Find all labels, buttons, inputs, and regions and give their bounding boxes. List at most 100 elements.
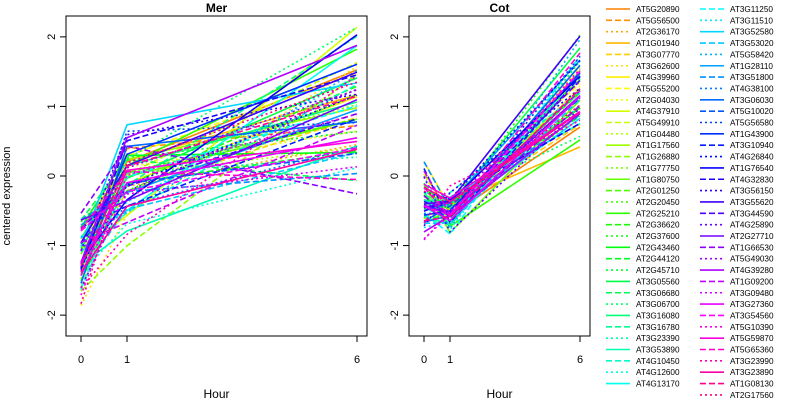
series-line <box>80 44 358 263</box>
series-line <box>423 79 581 214</box>
legend-label: AT1G26880 <box>636 153 680 162</box>
x-axis-label: Hour <box>203 387 229 400</box>
legend-label: AT3G06680 <box>636 289 680 298</box>
legend-label: AT3G06030 <box>730 96 774 105</box>
y-tick-label: 2 <box>46 34 58 40</box>
series-line <box>423 97 581 222</box>
legend-label: AT1G04480 <box>636 130 680 139</box>
series-line <box>80 170 358 230</box>
series-line <box>423 92 581 205</box>
legend-label: AT1G08130 <box>730 380 774 389</box>
legend-label: AT2G25210 <box>636 209 680 218</box>
panels: Mer 0 1 6 Hour -2 -1 0 1 2 Cot 0 1 6 Hour -2 -1 0 1 2 <box>46 1 591 400</box>
legend-label: AT3G06700 <box>636 300 680 309</box>
series-line <box>80 116 358 271</box>
series-line <box>423 89 581 219</box>
series-line <box>80 63 358 265</box>
legend-label: AT5G49910 <box>636 119 680 128</box>
series-line <box>80 81 358 304</box>
legend-label: AT1G43900 <box>730 130 774 139</box>
legend-label: AT2G45710 <box>636 266 680 275</box>
panel-title: Mer <box>206 1 228 15</box>
y-tick-label: -2 <box>389 310 401 320</box>
y-tick-label: -1 <box>389 241 401 251</box>
legend-label: AT2G01250 <box>636 187 680 196</box>
series-line <box>80 35 358 276</box>
legend-label: AT3G53890 <box>636 346 680 355</box>
y-tick-label: 1 <box>46 103 58 109</box>
legend-label: AT5G49030 <box>730 255 774 264</box>
legend-label: AT3G23990 <box>730 357 774 366</box>
legend-label: AT2G36620 <box>636 221 680 230</box>
legend-label: AT1G17560 <box>636 141 680 150</box>
series-line <box>80 166 358 272</box>
series-line <box>423 68 581 240</box>
legend-label: AT3G56150 <box>730 187 774 196</box>
panel-mer: Mer 0 1 6 Hour -2 -1 0 1 2 <box>46 1 368 400</box>
legend-label: AT4G25890 <box>730 221 774 230</box>
y-tick-label: 1 <box>389 103 401 109</box>
legend-label: AT3G54560 <box>730 311 774 320</box>
legend-label: AT3G16080 <box>636 311 680 320</box>
legend-label: AT4G38100 <box>730 84 774 93</box>
legend-label: AT4G39960 <box>636 73 680 82</box>
series-line <box>80 98 358 221</box>
series-line <box>80 82 358 247</box>
legend: AT5G20890 AT5G56500 AT2G36170 AT1G01940 AT3G… <box>606 5 774 400</box>
x-tick-label: 0 <box>421 354 427 366</box>
series-line <box>423 76 581 224</box>
legend-label: AT3G09480 <box>730 289 774 298</box>
legend-label: AT5G65360 <box>730 346 774 355</box>
series-line <box>423 119 581 224</box>
series-line <box>80 140 358 276</box>
legend-label: AT5G56580 <box>730 119 774 128</box>
y-tick-label: -1 <box>46 241 58 251</box>
series-line <box>80 89 358 252</box>
series-line <box>423 111 581 203</box>
series-line <box>80 151 358 273</box>
legend-label: AT5G20890 <box>636 5 680 14</box>
legend-label: AT1G76540 <box>730 164 774 173</box>
legend-label: AT1G28110 <box>730 62 773 71</box>
legend-label: AT3G07770 <box>636 50 680 59</box>
series-line <box>423 115 581 203</box>
series-line <box>423 39 581 231</box>
series-line <box>80 146 358 251</box>
legend-label: AT2G04030 <box>636 96 680 105</box>
series-line <box>80 147 358 232</box>
series-line <box>80 144 358 239</box>
legend-label: AT3G10940 <box>730 141 774 150</box>
series-line <box>423 80 581 208</box>
series-line <box>80 95 358 267</box>
legend-label: AT5G58420 <box>730 50 774 59</box>
series-line <box>80 124 358 244</box>
legend-label: AT4G12600 <box>636 368 680 377</box>
legend-label: AT3G55620 <box>730 198 774 207</box>
legend-label: AT1G09200 <box>730 277 774 286</box>
legend-label: AT4G26840 <box>730 153 774 162</box>
series-line <box>423 107 581 234</box>
series-line <box>80 74 358 289</box>
legend-label: AT1G66530 <box>730 243 774 252</box>
legend-label: AT5G55200 <box>636 84 680 93</box>
legend-label: AT3G27360 <box>730 300 774 309</box>
legend-label: AT3G51800 <box>730 73 774 82</box>
legend-label: AT1G01940 <box>636 39 680 48</box>
legend-label: AT2G20450 <box>636 198 680 207</box>
legend-label: AT2G37600 <box>636 232 680 241</box>
series-line <box>80 73 358 292</box>
series-lines <box>80 26 358 306</box>
y-tick-label: -2 <box>46 310 58 320</box>
x-tick-label: 6 <box>354 354 360 366</box>
legend-label: AT2G43460 <box>636 243 680 252</box>
legend-label: AT3G52580 <box>730 28 774 37</box>
series-line <box>80 148 358 273</box>
x-tick-label: 1 <box>124 354 130 366</box>
x-tick-label: 0 <box>78 354 84 366</box>
series-line <box>423 92 581 206</box>
series-line <box>423 88 581 222</box>
y-tick-label: 2 <box>389 34 401 40</box>
legend-label: AT5G56500 <box>636 16 680 25</box>
legend-label: AT1G80750 <box>636 175 680 184</box>
